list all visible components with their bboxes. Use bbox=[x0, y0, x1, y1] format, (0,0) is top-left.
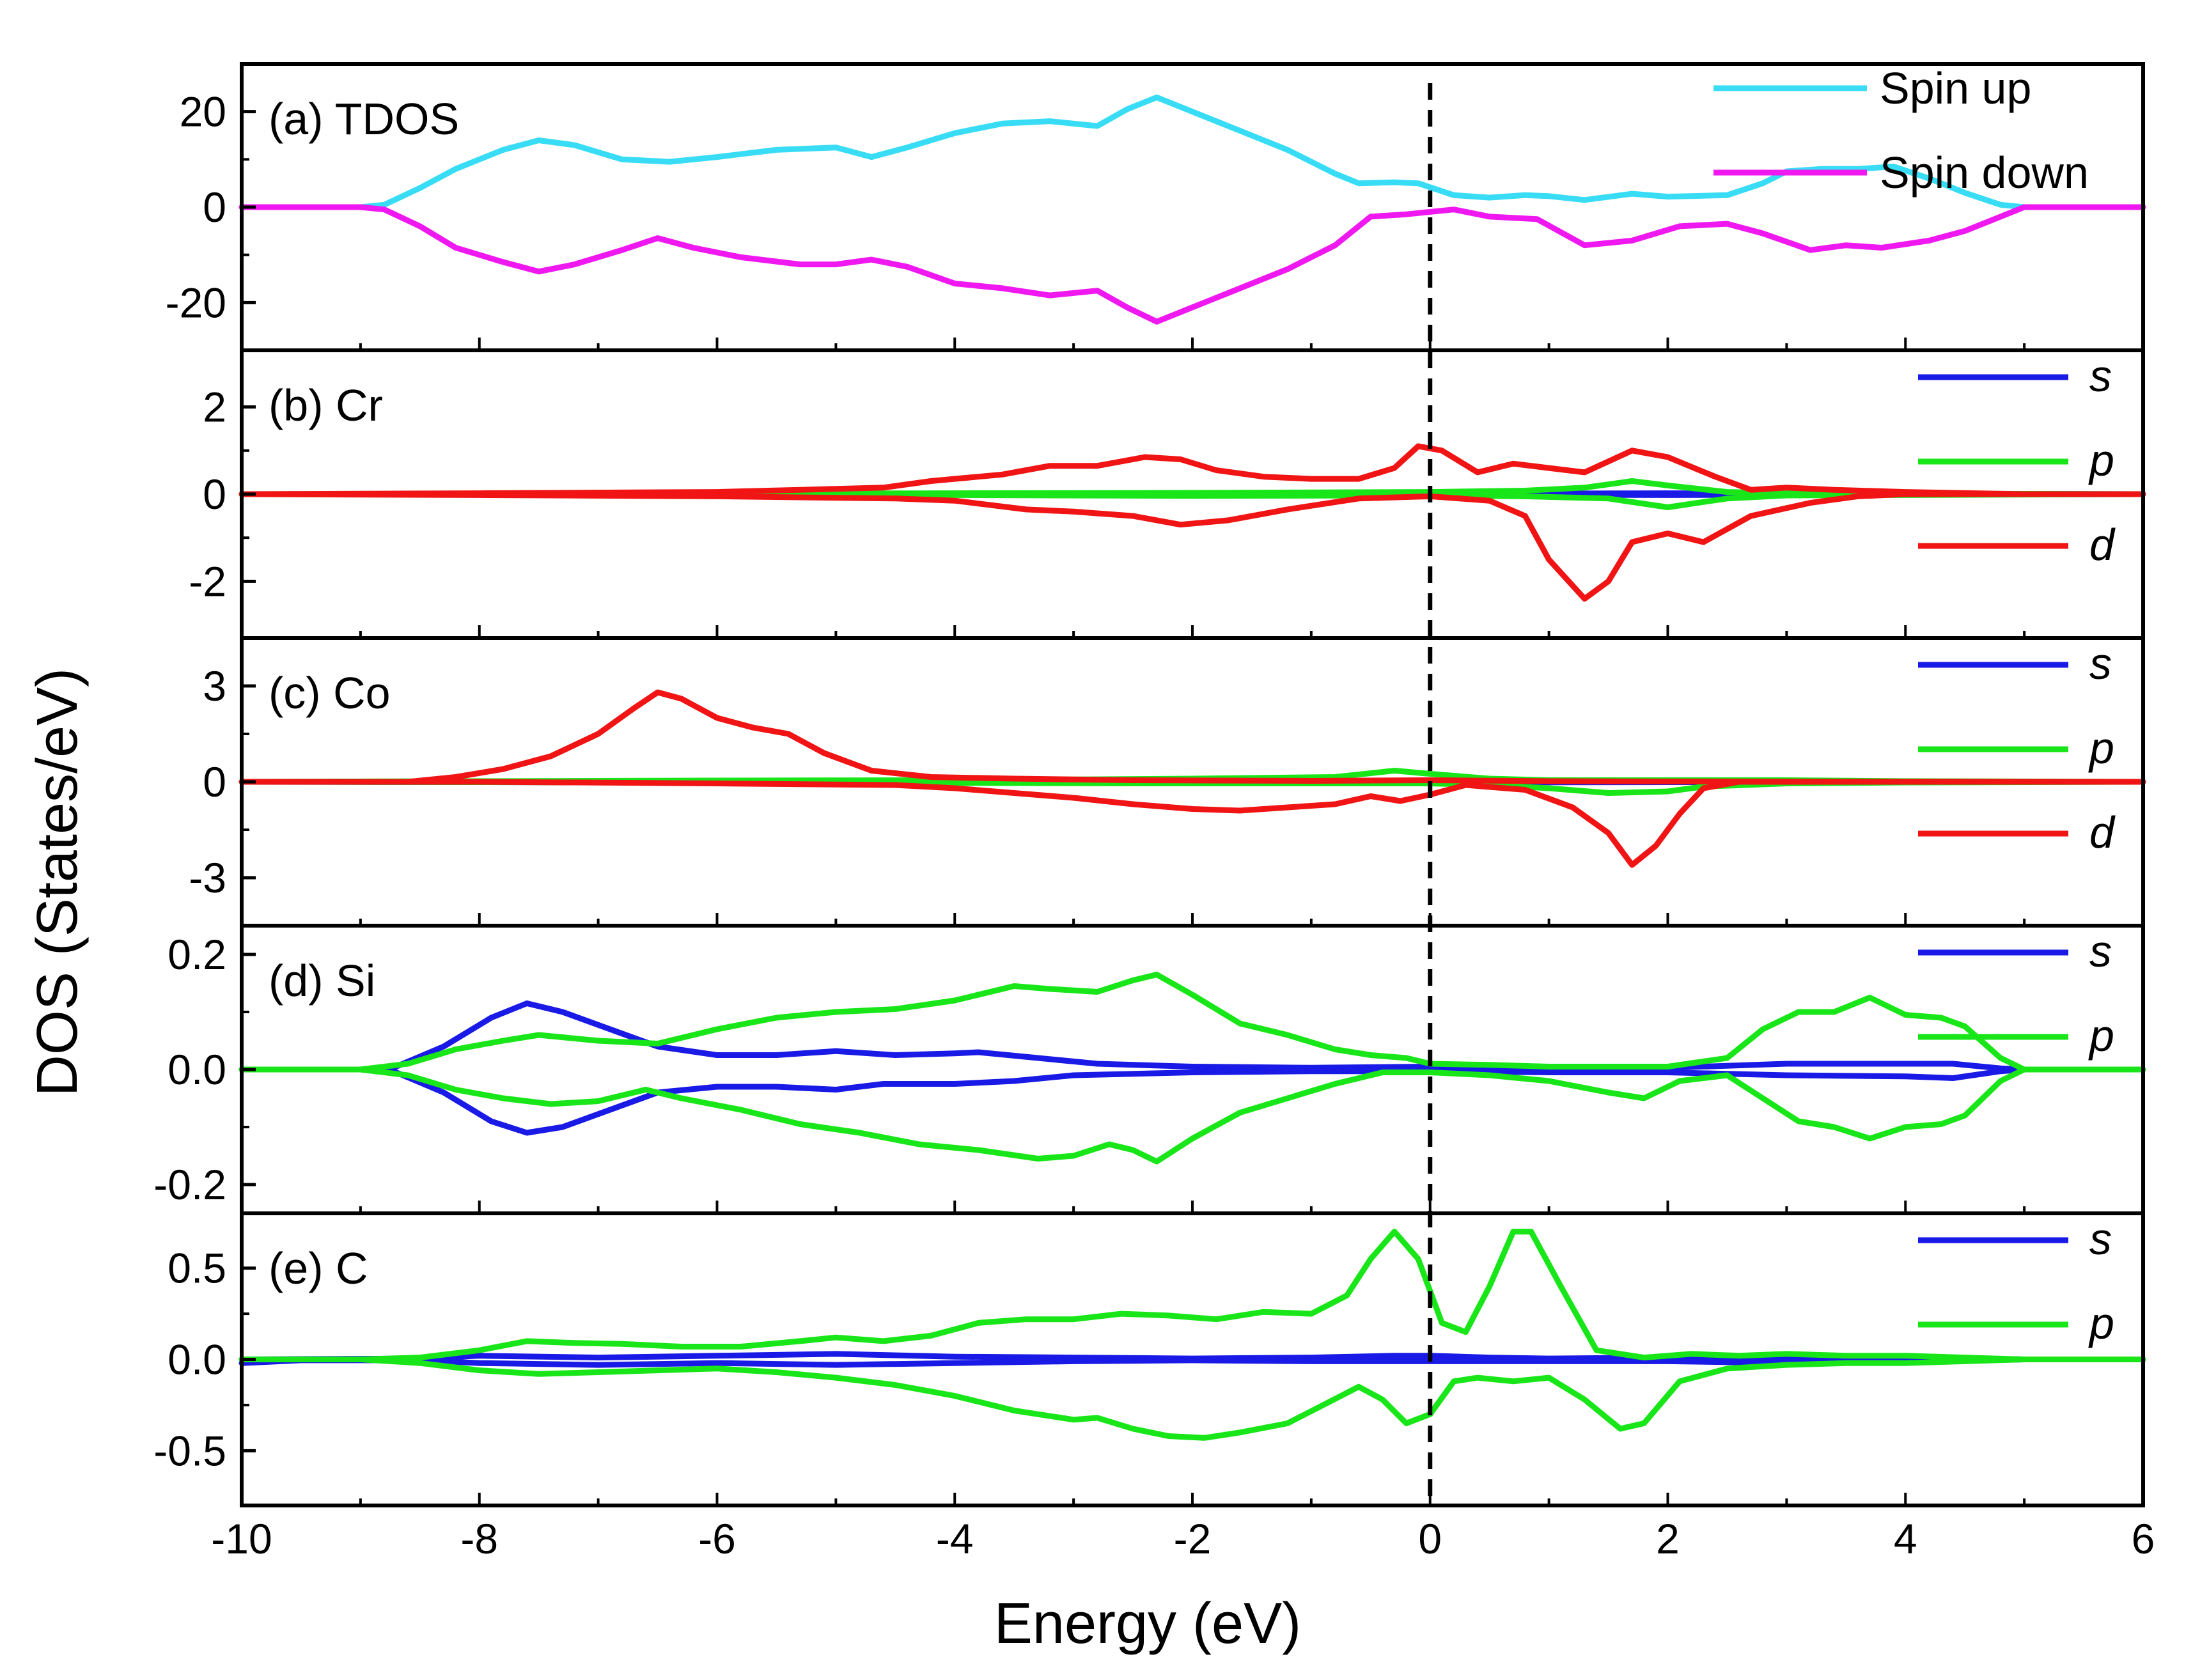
panel-label: (e) C bbox=[269, 1243, 368, 1293]
panel-0: -20 0 20 (a) TDOS Spin up Spin down bbox=[166, 62, 2146, 352]
y-tick-label: -3 bbox=[189, 854, 226, 901]
panel-label: (b) Cr bbox=[269, 380, 383, 430]
y-tick-label: 0.0 bbox=[168, 1336, 226, 1383]
panel-1: -2 0 2 (b) Cr spd bbox=[189, 348, 2146, 640]
y-tick-label: 0 bbox=[203, 183, 226, 231]
legend-label: Spin up bbox=[1880, 63, 2031, 113]
series-line-s-down bbox=[238, 1066, 2146, 1136]
panel-4: -0.5 0.0 0.5 (e) C sp bbox=[153, 1211, 2146, 1507]
legend-label: p bbox=[2088, 435, 2114, 485]
y-tick-label: 0 bbox=[203, 471, 226, 518]
series-line-d-up bbox=[238, 689, 2146, 785]
legend-label: s bbox=[2089, 1214, 2112, 1264]
panel-3: -0.2 0.0 0.2 (d) Si sp bbox=[153, 924, 2146, 1215]
y-tick-label: 0.0 bbox=[168, 1046, 226, 1093]
x-tick-label: -10 bbox=[211, 1515, 272, 1562]
panel-label: (a) TDOS bbox=[269, 94, 459, 144]
series-line-p-down bbox=[238, 1066, 2146, 1165]
series-line-p-down bbox=[238, 491, 2146, 510]
panel-frame bbox=[240, 924, 2145, 1215]
y-tick-label: 0.2 bbox=[168, 931, 226, 978]
legend-label: s bbox=[2089, 926, 2112, 976]
x-tick-label: 4 bbox=[1894, 1515, 1917, 1562]
x-tick-label: -8 bbox=[460, 1515, 498, 1562]
legend-label: d bbox=[2089, 807, 2116, 857]
series-line-d-down bbox=[238, 779, 2146, 868]
series-line-d-up bbox=[238, 443, 2146, 497]
legend-label: Spin down bbox=[1880, 148, 2089, 198]
y-axis-title: DOS (States/eV) bbox=[26, 668, 90, 1096]
x-tick-label: 6 bbox=[2132, 1515, 2155, 1562]
series-line-p-up bbox=[238, 972, 2146, 1073]
x-tick-label: -4 bbox=[936, 1515, 974, 1562]
legend-label: s bbox=[2089, 351, 2112, 401]
y-tick-label: 0 bbox=[203, 758, 226, 805]
y-tick-label: 20 bbox=[180, 88, 226, 136]
x-tick-label: -6 bbox=[698, 1515, 736, 1562]
y-tick-label: 3 bbox=[203, 662, 226, 710]
series-line-s-up bbox=[238, 1351, 2146, 1362]
y-tick-label: -0.2 bbox=[153, 1161, 226, 1208]
panel-2: -3 0 3 (c) Co spd bbox=[189, 636, 2146, 928]
panel-label: (c) Co bbox=[269, 668, 391, 718]
x-tick-label: 0 bbox=[1418, 1515, 1442, 1562]
series-line-d-down bbox=[238, 491, 2146, 602]
y-tick-label: -0.5 bbox=[153, 1427, 226, 1474]
series-line-s-up bbox=[238, 1000, 2146, 1073]
y-tick-label: 0.5 bbox=[168, 1245, 226, 1292]
legend-label: p bbox=[2088, 1011, 2114, 1061]
x-tick-label: -2 bbox=[1174, 1515, 1212, 1562]
x-tick-label: 2 bbox=[1656, 1515, 1680, 1562]
y-tick-label: -2 bbox=[189, 557, 226, 605]
series-line-p-down bbox=[238, 1357, 2146, 1441]
series-line-spin-down bbox=[238, 204, 2146, 325]
y-tick-label: -20 bbox=[166, 279, 226, 326]
y-tick-label: 2 bbox=[203, 384, 226, 431]
legend-label: p bbox=[2088, 723, 2114, 773]
legend-label: p bbox=[2088, 1298, 2114, 1348]
series-line-p-up bbox=[238, 1229, 2146, 1362]
legend-label: s bbox=[2089, 639, 2112, 688]
x-axis-title: Energy (eV) bbox=[994, 1592, 1301, 1656]
legend-label: d bbox=[2089, 520, 2116, 570]
panel-label: (d) Si bbox=[269, 956, 375, 1006]
series-line-spin-up bbox=[238, 94, 2146, 210]
